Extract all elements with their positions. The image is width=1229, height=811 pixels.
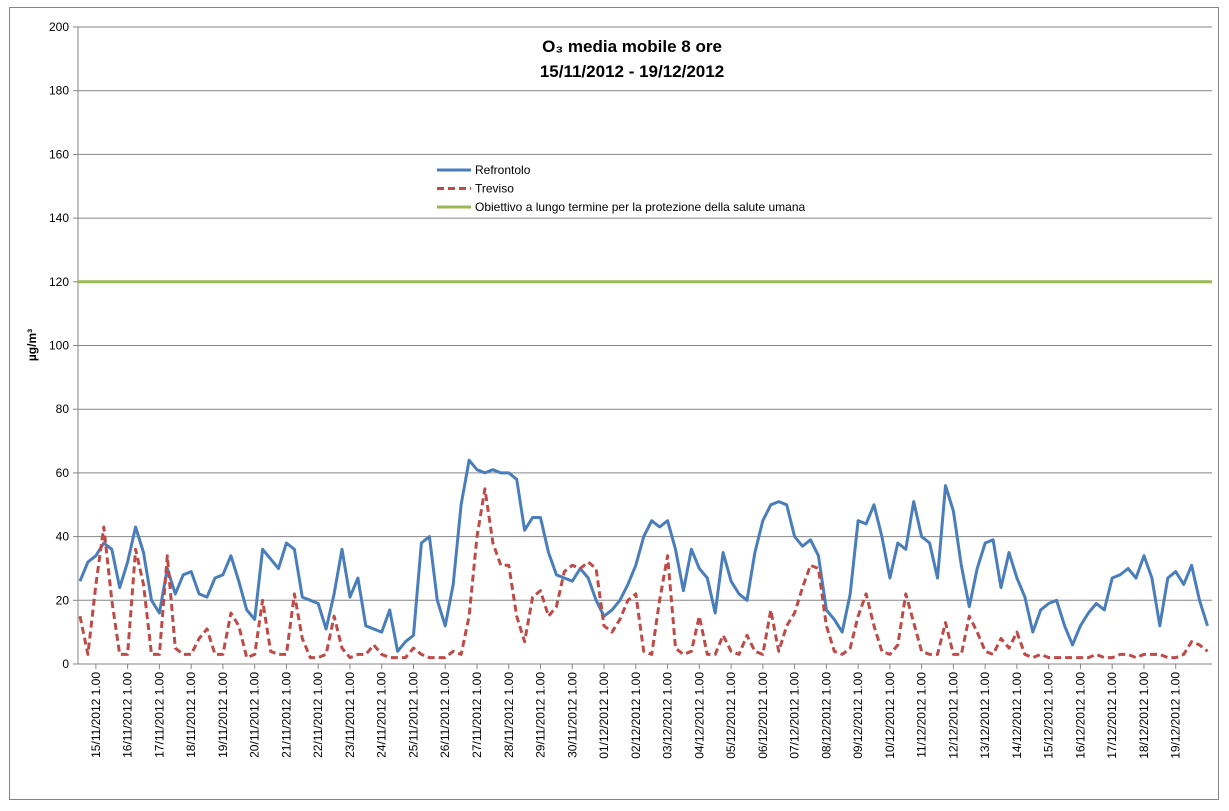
- x-tick-label: 24/11/2012 1.00: [375, 672, 389, 758]
- x-tick-label: 06/12/2012 1.00: [756, 672, 770, 759]
- x-tick-label: 19/11/2012 1.00: [216, 672, 230, 758]
- x-tick-label: 25/11/2012 1.00: [406, 672, 420, 758]
- y-tick-label: 140: [49, 211, 69, 225]
- data-line: [78, 458, 1209, 653]
- x-tick-label: 19/12/2012 1.00: [1169, 672, 1183, 759]
- x-tick-label: 11/12/2012 1.00: [915, 672, 929, 758]
- x-tick-label: 20/11/2012 1.00: [248, 672, 262, 758]
- x-tick-label: 28/11/2012 1.00: [502, 672, 516, 758]
- x-tick-label: 02/12/2012 1.00: [629, 672, 643, 759]
- chart-title: O₃ media mobile 8 ore: [542, 37, 722, 56]
- y-tick-label: 120: [49, 275, 69, 289]
- x-tick-label: 21/11/2012 1.00: [279, 672, 293, 758]
- x-tick-label: 01/12/2012 1.00: [597, 672, 611, 759]
- y-axis-title: µg/m³: [25, 329, 39, 361]
- x-tick-label: 18/11/2012 1.00: [184, 672, 198, 758]
- legend-label: Obiettivo a lungo termine per la protezi…: [475, 200, 806, 214]
- x-tick-label: 22/11/2012 1.00: [311, 672, 325, 758]
- x-tick-label: 15/12/2012 1.00: [1042, 672, 1056, 759]
- x-tick-label: 30/11/2012 1.00: [565, 672, 579, 758]
- x-tick-label: 04/12/2012 1.00: [692, 672, 706, 759]
- x-tick-label: 03/12/2012 1.00: [661, 672, 675, 759]
- y-tick-label: 160: [49, 147, 69, 161]
- x-tick-label: 23/11/2012 1.00: [343, 672, 357, 758]
- chart-subtitle: 15/11/2012 - 19/12/2012: [540, 62, 724, 81]
- x-tick-label: 18/12/2012 1.00: [1137, 672, 1151, 759]
- legend-label: Treviso: [475, 182, 514, 196]
- y-tick-label: 20: [56, 593, 70, 607]
- x-tick-label: 29/11/2012 1.00: [534, 672, 548, 758]
- x-tick-label: 05/12/2012 1.00: [724, 672, 738, 759]
- x-tick-label: 10/12/2012 1.00: [883, 672, 897, 759]
- data-line: [78, 487, 1209, 660]
- y-tick-label: 80: [56, 402, 70, 416]
- y-tick-label: 180: [49, 84, 69, 98]
- y-tick-label: 60: [56, 466, 70, 480]
- x-tick-label: 16/12/2012 1.00: [1073, 672, 1087, 759]
- x-tick-label: 09/12/2012 1.00: [851, 672, 865, 759]
- x-tick-label: 15/11/2012 1.00: [89, 672, 103, 758]
- x-tick-label: 08/12/2012 1.00: [819, 672, 833, 759]
- legend-label: Refrontolo: [475, 163, 531, 177]
- x-tick-label: 07/12/2012 1.00: [788, 672, 802, 759]
- x-tick-label: 16/11/2012 1.00: [121, 672, 135, 758]
- x-tick-label: 17/11/2012 1.00: [152, 672, 166, 758]
- y-tick-label: 0: [62, 657, 69, 671]
- y-tick-label: 40: [56, 530, 70, 544]
- y-tick-label: 200: [49, 20, 69, 34]
- x-tick-label: 27/11/2012 1.00: [470, 672, 484, 758]
- x-tick-label: 14/12/2012 1.00: [1010, 672, 1024, 759]
- x-tick-label: 26/11/2012 1.00: [438, 672, 452, 758]
- x-tick-label: 17/12/2012 1.00: [1105, 672, 1119, 759]
- y-tick-label: 100: [49, 339, 69, 353]
- x-tick-label: 13/12/2012 1.00: [978, 672, 992, 759]
- x-tick-label: 12/12/2012 1.00: [946, 672, 960, 759]
